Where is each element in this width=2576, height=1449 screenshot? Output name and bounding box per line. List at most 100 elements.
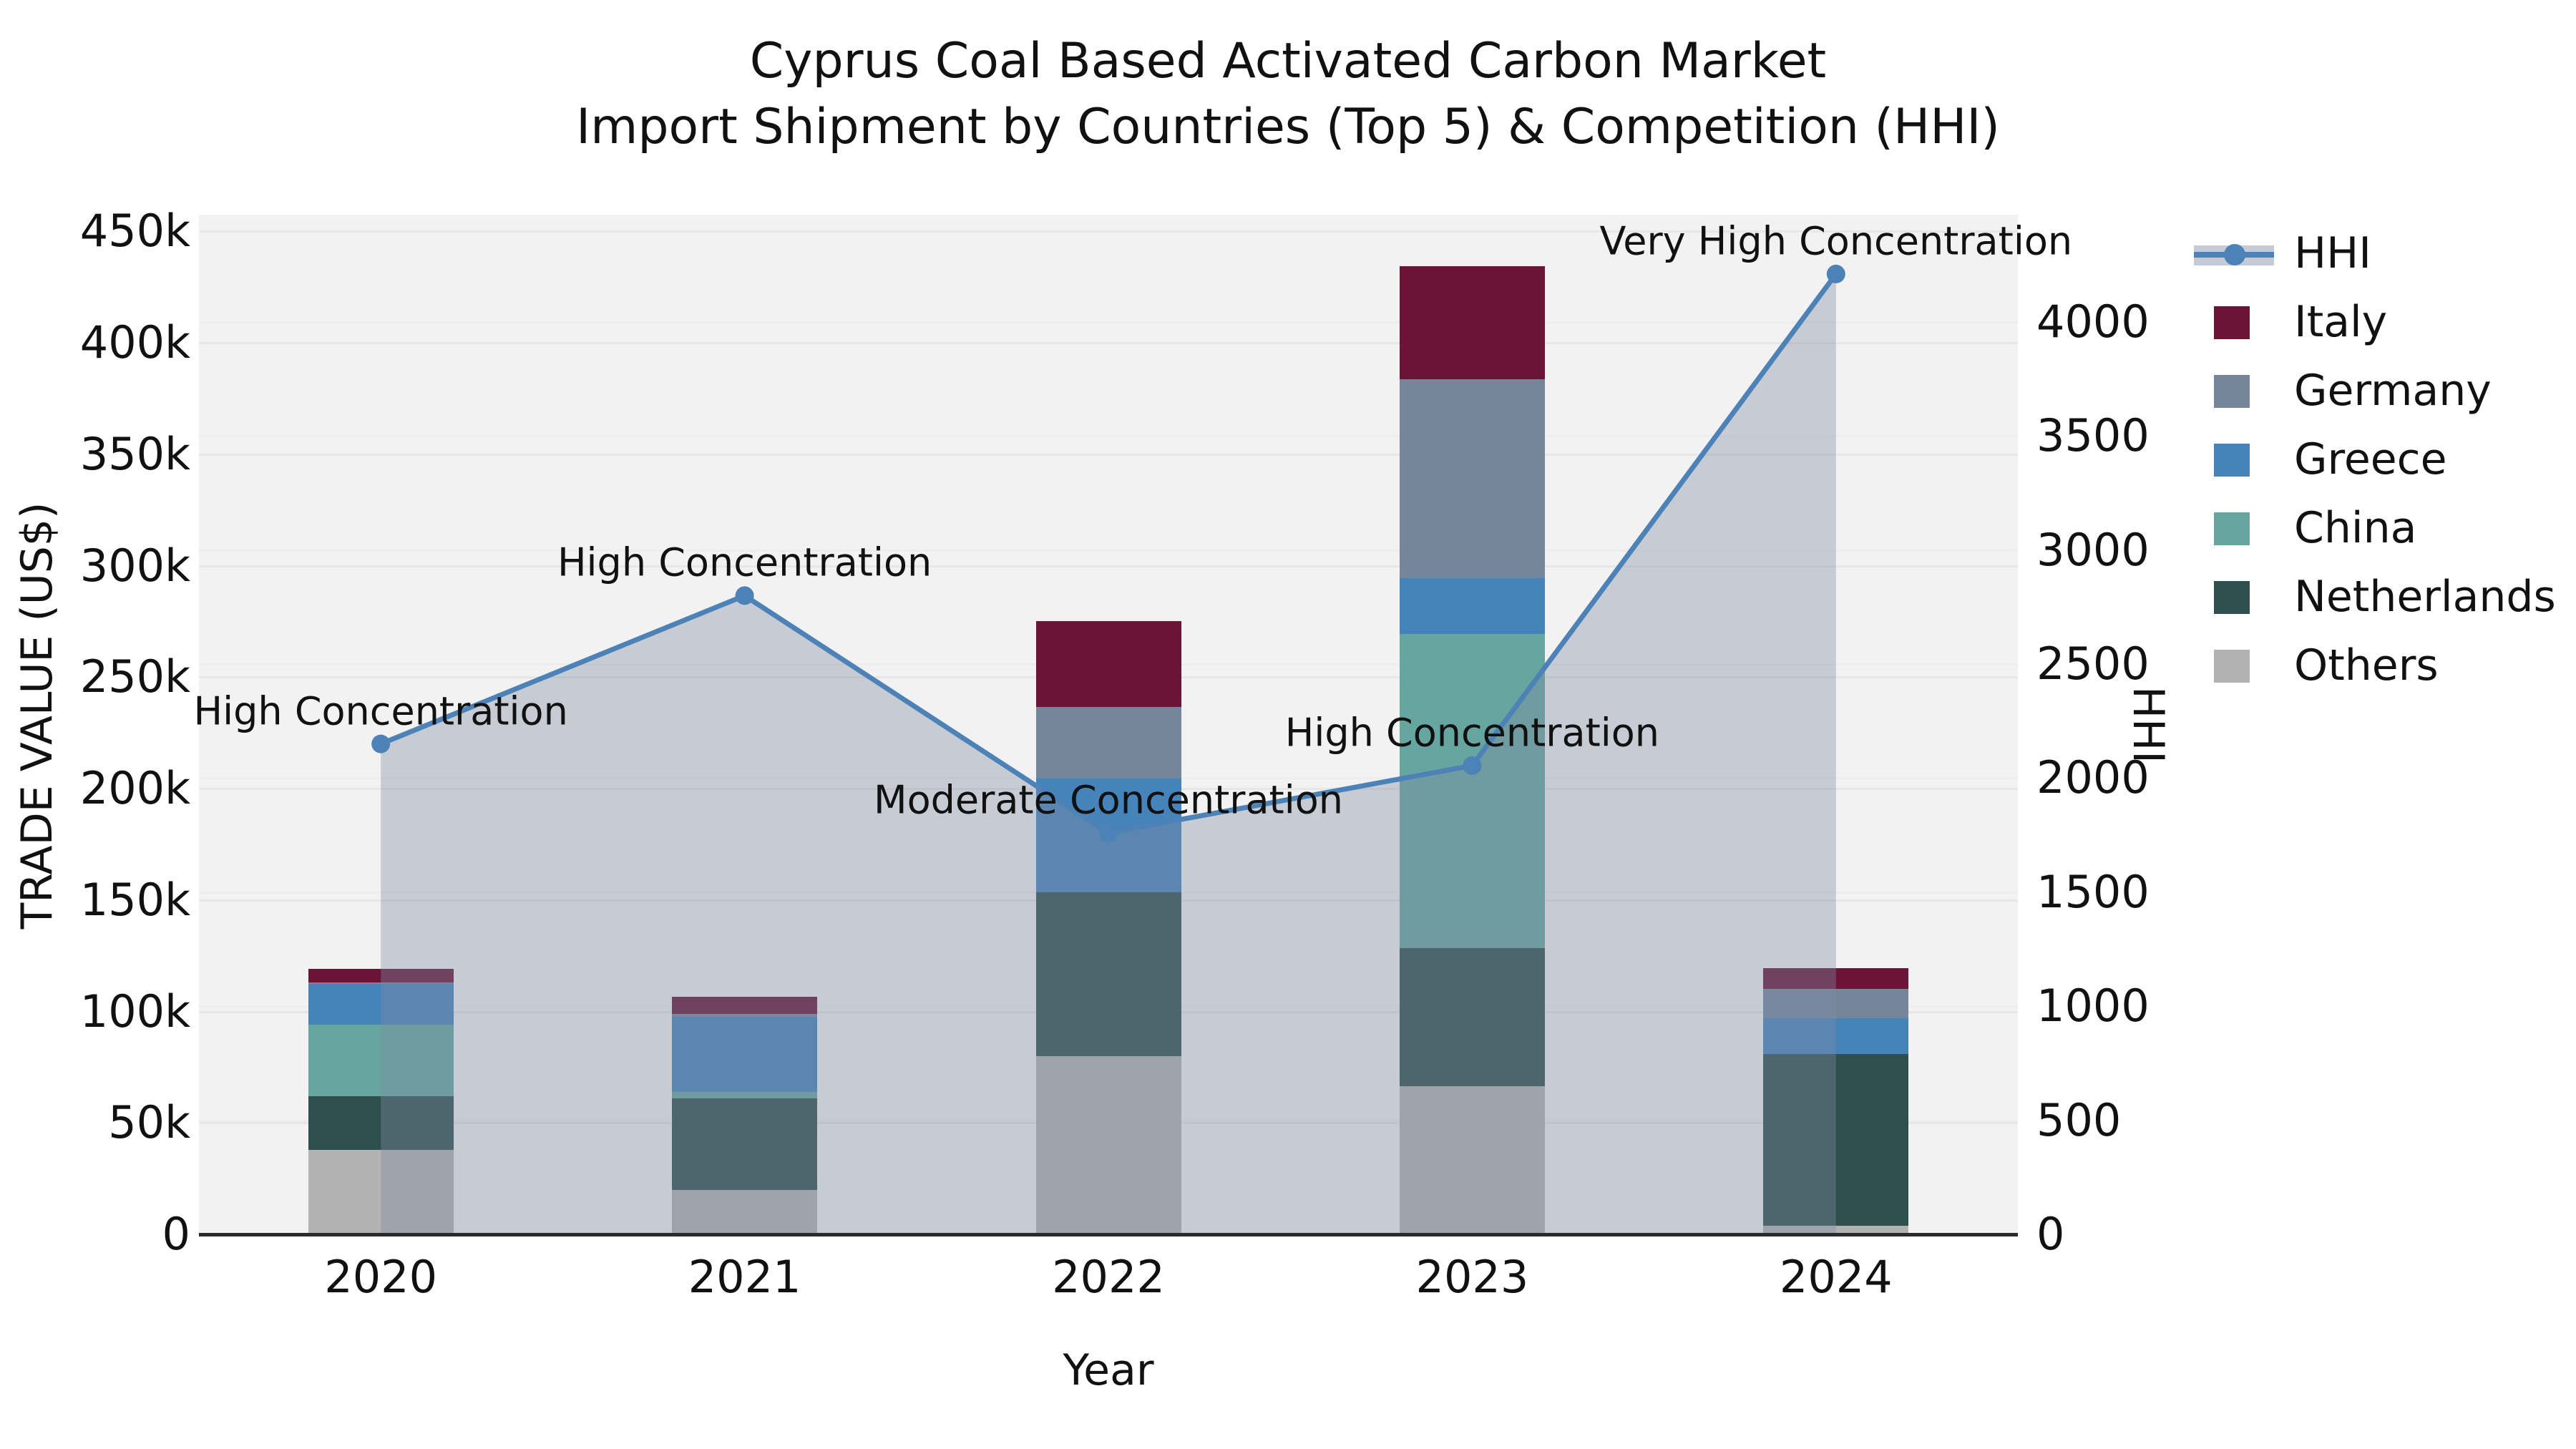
hhi-marker-2021 [735, 586, 754, 605]
x-tick-2021: 2021 [688, 1251, 801, 1303]
legend-color-patch [2214, 306, 2250, 339]
x-axis-line [199, 1233, 2018, 1236]
y-left-tick-0: 0 [162, 1208, 190, 1260]
annotation-2020: High Concentration [193, 688, 568, 734]
y-left-tick-400k: 400k [79, 316, 190, 369]
bar-segment-italy-2023 [1399, 265, 1545, 380]
y-right-tick-500: 500 [2036, 1093, 2122, 1146]
bar-segment-netherlands-2020 [308, 1096, 454, 1150]
y-left-tick-450k: 450k [79, 205, 190, 258]
legend-item-others: Others [2194, 631, 2439, 700]
legend-swatch-others [2194, 647, 2278, 684]
gridline-right-7 [199, 435, 2018, 438]
bar-segment-china-2021 [672, 1091, 818, 1098]
annotation-2022: Moderate Concentration [874, 777, 1343, 823]
bar-segment-germany-2024 [1763, 989, 1909, 1018]
legend-label-others: Others [2294, 640, 2439, 691]
bar-segment-germany-2020 [308, 982, 454, 984]
y-axis-label-left: TRADE VALUE (US$) [12, 502, 62, 930]
bar-segment-italy-2021 [672, 997, 818, 1014]
legend-item-hhi: HHI [2194, 219, 2371, 288]
legend-swatch-china [2194, 509, 2278, 547]
legend-label-china: China [2294, 503, 2417, 553]
y-left-tick-200k: 200k [79, 762, 190, 815]
x-tick-2020: 2020 [324, 1251, 438, 1303]
bar-segment-italy-2024 [1763, 967, 1909, 990]
bar-segment-greece-2024 [1763, 1018, 1909, 1054]
hhi-marker-2022 [1099, 823, 1118, 842]
annotation-2024: Very High Concentration [1599, 218, 2073, 264]
bar-segment-greece-2023 [1399, 577, 1545, 634]
y-right-tick-0: 0 [2036, 1208, 2065, 1260]
hhi-legend-marker [2224, 244, 2245, 265]
y-left-tick-100k: 100k [79, 985, 190, 1038]
hhi-marker-2024 [1826, 264, 1845, 283]
gridline-right-8 [199, 321, 2018, 323]
legend-item-netherlands: Netherlands [2194, 562, 2556, 631]
x-tick-2023: 2023 [1415, 1251, 1529, 1303]
legend-label-hhi: HHI [2294, 228, 2371, 278]
chart-title-line1: Cyprus Coal Based Activated Carbon Marke… [749, 33, 1827, 89]
x-tick-2022: 2022 [1052, 1251, 1165, 1303]
gridline-left-9 [199, 230, 2018, 233]
legend-color-patch [2214, 650, 2250, 683]
legend-swatch-netherlands [2194, 578, 2278, 615]
bar-segment-greece-2020 [308, 983, 454, 1025]
y-left-tick-50k: 50k [108, 1096, 190, 1149]
bar-segment-italy-2020 [308, 969, 454, 983]
legend-color-patch [2214, 375, 2250, 408]
gridline-left-7 [199, 453, 2018, 456]
legend-label-greece: Greece [2294, 434, 2447, 484]
bar-segment-china-2023 [1399, 633, 1545, 948]
legend-item-italy: Italy [2194, 288, 2387, 356]
x-tick-2024: 2024 [1779, 1251, 1893, 1303]
bar-segment-netherlands-2021 [672, 1098, 818, 1190]
y-right-tick-1000: 1000 [2036, 980, 2150, 1033]
y-right-tick-2500: 2500 [2036, 638, 2150, 691]
y-right-tick-1500: 1500 [2036, 865, 2150, 918]
bar-segment-netherlands-2023 [1399, 947, 1545, 1086]
legend-color-patch [2214, 512, 2250, 545]
gridline-left-8 [199, 342, 2018, 345]
bar-segment-others-2021 [672, 1189, 818, 1234]
bar-segment-netherlands-2022 [1035, 892, 1181, 1056]
legend-label-netherlands: Netherlands [2294, 572, 2556, 622]
legend-swatch-italy [2194, 303, 2278, 341]
y-left-tick-250k: 250k [79, 650, 190, 703]
bar-segment-china-2020 [308, 1025, 454, 1096]
bar-segment-others-2023 [1399, 1085, 1545, 1234]
hhi-line-layer [371, 264, 1845, 1234]
hhi-marker-2020 [371, 734, 391, 753]
legend-swatch-germany [2194, 372, 2278, 409]
bar-segment-others-2022 [1035, 1055, 1181, 1234]
legend-color-patch [2214, 581, 2250, 614]
legend-item-greece: Greece [2194, 425, 2447, 494]
y-right-tick-4000: 4000 [2036, 295, 2150, 348]
y-axis-label-right: HHI [2123, 686, 2173, 763]
bar-segment-germany-2021 [672, 1013, 818, 1018]
y-right-tick-3500: 3500 [2036, 409, 2150, 462]
y-left-tick-350k: 350k [79, 427, 190, 480]
legend-item-germany: Germany [2194, 356, 2492, 425]
gridline-right-6 [199, 549, 2018, 552]
hhi-marker-2023 [1463, 756, 1482, 775]
bar-segment-netherlands-2024 [1763, 1053, 1909, 1226]
legend-swatch-greece [2194, 441, 2278, 478]
legend-label-italy: Italy [2294, 297, 2388, 347]
x-axis-label: Year [1063, 1345, 1154, 1395]
bar-segment-others-2020 [308, 1149, 454, 1234]
legend-label-germany: Germany [2294, 366, 2492, 416]
bar-segment-germany-2023 [1399, 379, 1545, 578]
y-left-tick-150k: 150k [79, 873, 190, 926]
chart-title-line2: Import Shipment by Countries (Top 5) & C… [576, 99, 2000, 155]
y-right-tick-2000: 2000 [2036, 751, 2150, 804]
legend-swatch-hhi [2194, 235, 2278, 272]
y-right-tick-3000: 3000 [2036, 523, 2150, 576]
annotation-2023: High Concentration [1284, 710, 1660, 756]
y-left-tick-300k: 300k [79, 539, 190, 592]
legend-color-patch [2214, 444, 2250, 477]
bar-segment-greece-2021 [672, 1017, 818, 1092]
annotation-2021: High Concentration [557, 540, 932, 585]
hhi-area-fill [381, 273, 1836, 1234]
